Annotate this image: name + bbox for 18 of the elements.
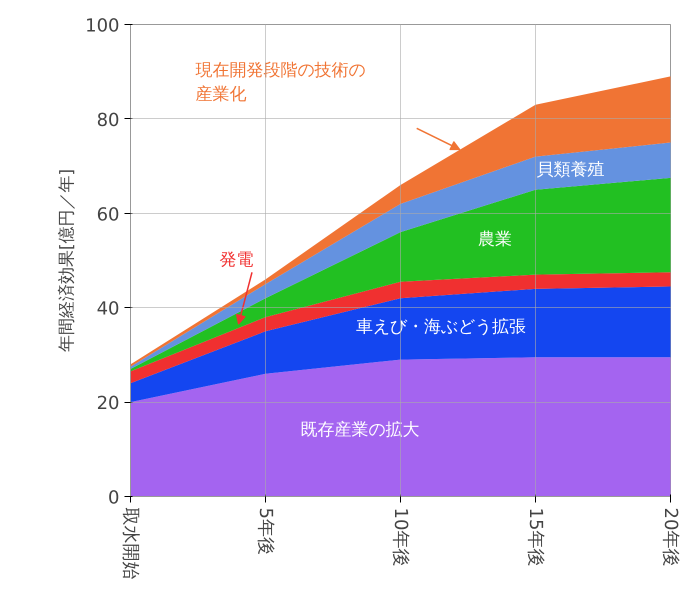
- y-axis-title: 年間経済効果[億円／年]: [57, 168, 78, 352]
- text: 現在開発段階の技術の産業化: [195, 60, 366, 105]
- y-tick-label: 20: [96, 393, 120, 414]
- x-tick-label: 20年後: [660, 508, 681, 566]
- y-tick-label: 40: [96, 298, 120, 320]
- x-tick-label: 5年後: [255, 508, 276, 555]
- series-label: 農業: [478, 230, 512, 250]
- y-tick-label: 0: [108, 488, 120, 508]
- x-tick-label: 15年後: [525, 508, 546, 566]
- y-tick-label: 60: [96, 204, 120, 226]
- series-label: 貝類養殖: [536, 160, 605, 180]
- series-label: 車えび・海ぶどう拡張: [356, 317, 526, 338]
- y-tick-label: 100: [85, 16, 120, 36]
- series-label: 既存産業の拡大: [300, 420, 420, 440]
- x-tick-label: 10年後: [390, 508, 411, 566]
- x-tick-label: 取水開始: [120, 508, 141, 580]
- text: 発電: [220, 250, 254, 270]
- y-tick-label: 80: [96, 110, 120, 131]
